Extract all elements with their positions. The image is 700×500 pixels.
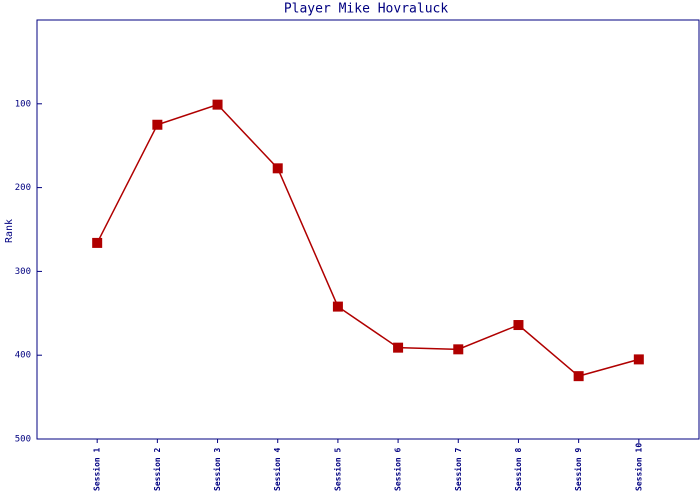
point-marker <box>393 342 404 353</box>
point-marker <box>92 237 103 248</box>
x-tick-label: Session 9 <box>573 447 583 491</box>
y-tick-label: 200 <box>15 183 31 193</box>
point-marker <box>573 371 584 382</box>
y-tick-label: 400 <box>15 351 31 361</box>
chart-title: Player Mike Hovraluck <box>284 2 449 17</box>
x-tick-label: Session 4 <box>272 447 282 491</box>
point-marker <box>633 354 644 365</box>
x-tick-label: Session 3 <box>212 447 222 491</box>
y-tick-label: 500 <box>15 435 31 445</box>
point-marker <box>513 320 524 331</box>
series-line <box>96 103 640 377</box>
x-tick-label: Session 8 <box>513 447 523 491</box>
point-marker <box>152 119 163 130</box>
y-tick-label: 300 <box>15 267 31 277</box>
point-marker <box>212 99 223 110</box>
plot-frame <box>36 19 700 440</box>
point-marker <box>453 344 464 355</box>
x-tick-label: Session 6 <box>393 447 403 491</box>
x-tick-label: Session 7 <box>453 447 463 491</box>
x-tick-label: Session 1 <box>92 447 102 491</box>
x-tick-label: Session 5 <box>332 447 342 491</box>
y-tick-label: 100 <box>15 99 31 109</box>
point-marker <box>272 163 283 174</box>
point-marker <box>332 301 343 312</box>
y-axis-label: Rank <box>4 219 15 243</box>
x-tick-label: Session 10 <box>633 443 643 491</box>
x-tick-label: Session 2 <box>152 447 162 491</box>
